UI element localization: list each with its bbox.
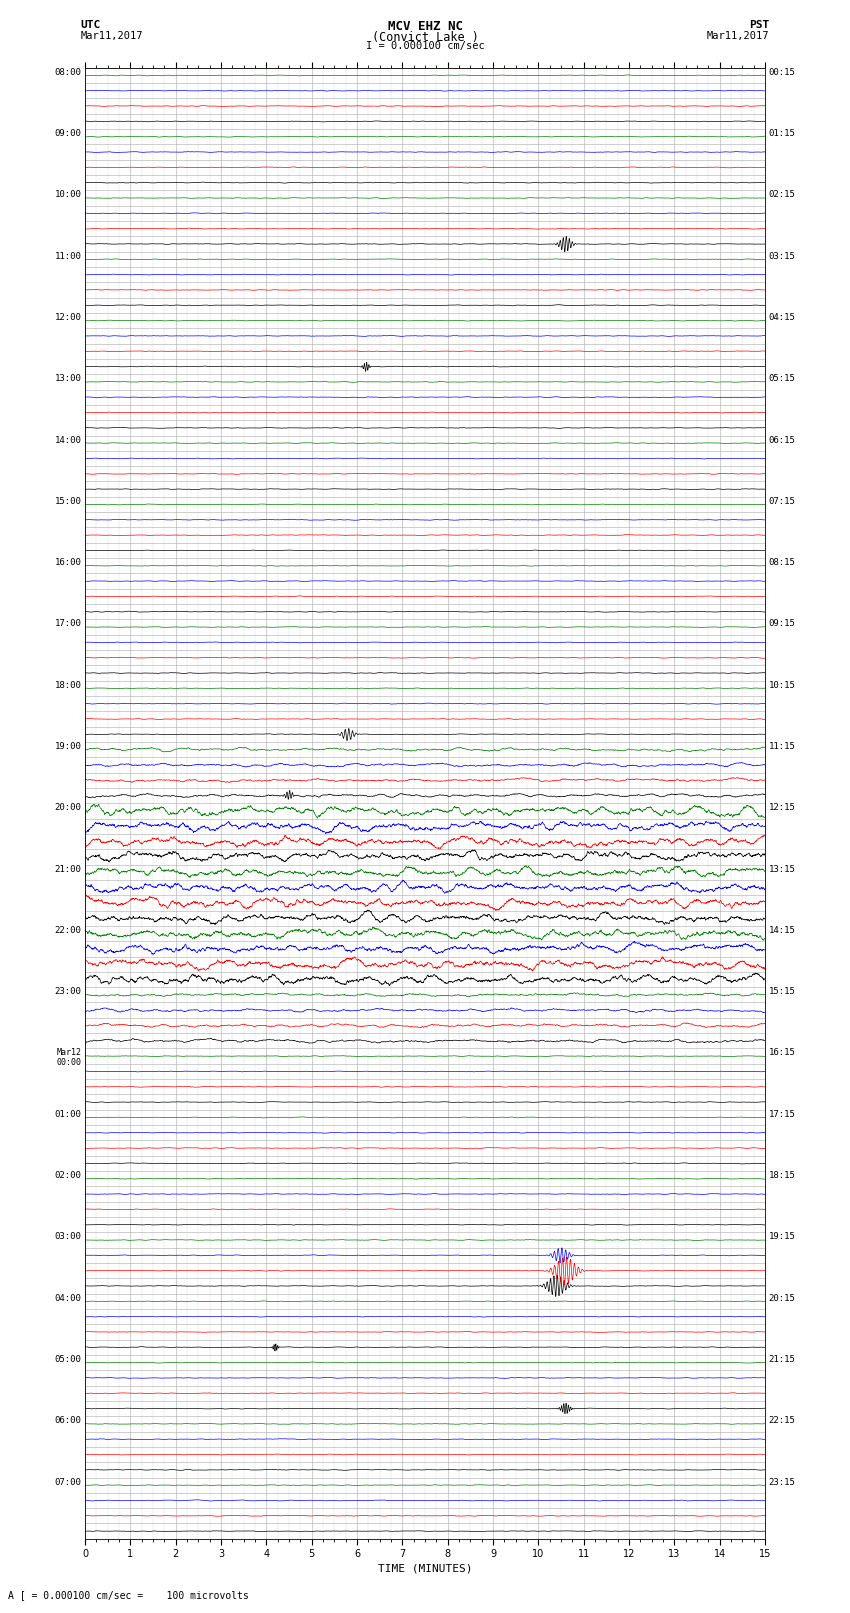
Text: 03:00: 03:00	[54, 1232, 82, 1242]
Text: 06:00: 06:00	[54, 1416, 82, 1426]
Text: UTC: UTC	[81, 19, 101, 31]
Text: Mar11,2017: Mar11,2017	[81, 31, 144, 40]
X-axis label: TIME (MINUTES): TIME (MINUTES)	[377, 1563, 473, 1573]
Text: 18:00: 18:00	[54, 681, 82, 690]
Text: 18:15: 18:15	[768, 1171, 796, 1181]
Text: 02:00: 02:00	[54, 1171, 82, 1181]
Text: 09:15: 09:15	[768, 619, 796, 629]
Text: 14:15: 14:15	[768, 926, 796, 936]
Text: 05:15: 05:15	[768, 374, 796, 384]
Text: 11:00: 11:00	[54, 252, 82, 261]
Text: 02:15: 02:15	[768, 190, 796, 200]
Text: 13:15: 13:15	[768, 865, 796, 874]
Text: 10:00: 10:00	[54, 190, 82, 200]
Text: 07:15: 07:15	[768, 497, 796, 506]
Text: 00:15: 00:15	[768, 68, 796, 77]
Text: 04:00: 04:00	[54, 1294, 82, 1303]
Text: 01:00: 01:00	[54, 1110, 82, 1119]
Text: 04:15: 04:15	[768, 313, 796, 323]
Text: 22:00: 22:00	[54, 926, 82, 936]
Text: 20:00: 20:00	[54, 803, 82, 813]
Text: 22:15: 22:15	[768, 1416, 796, 1426]
Text: 20:15: 20:15	[768, 1294, 796, 1303]
Text: 11:15: 11:15	[768, 742, 796, 752]
Text: 01:15: 01:15	[768, 129, 796, 139]
Text: 07:00: 07:00	[54, 1478, 82, 1487]
Text: 12:00: 12:00	[54, 313, 82, 323]
Text: 17:15: 17:15	[768, 1110, 796, 1119]
Text: 10:15: 10:15	[768, 681, 796, 690]
Text: 14:00: 14:00	[54, 436, 82, 445]
Text: 15:15: 15:15	[768, 987, 796, 997]
Text: 13:00: 13:00	[54, 374, 82, 384]
Text: 17:00: 17:00	[54, 619, 82, 629]
Text: MCV EHZ NC: MCV EHZ NC	[388, 19, 462, 34]
Text: 09:00: 09:00	[54, 129, 82, 139]
Text: I = 0.000100 cm/sec: I = 0.000100 cm/sec	[366, 40, 484, 52]
Text: 16:15: 16:15	[768, 1048, 796, 1058]
Text: 06:15: 06:15	[768, 436, 796, 445]
Text: 21:00: 21:00	[54, 865, 82, 874]
Text: Mar11,2017: Mar11,2017	[706, 31, 769, 40]
Text: 23:00: 23:00	[54, 987, 82, 997]
Text: 12:15: 12:15	[768, 803, 796, 813]
Text: PST: PST	[749, 19, 769, 31]
Text: A [ = 0.000100 cm/sec =    100 microvolts: A [ = 0.000100 cm/sec = 100 microvolts	[8, 1590, 249, 1600]
Text: 03:15: 03:15	[768, 252, 796, 261]
Text: 08:15: 08:15	[768, 558, 796, 568]
Text: Mar12
00:00: Mar12 00:00	[57, 1048, 82, 1068]
Text: 23:15: 23:15	[768, 1478, 796, 1487]
Text: (Convict Lake ): (Convict Lake )	[371, 31, 479, 44]
Text: 19:15: 19:15	[768, 1232, 796, 1242]
Text: 05:00: 05:00	[54, 1355, 82, 1365]
Text: 08:00: 08:00	[54, 68, 82, 77]
Text: 21:15: 21:15	[768, 1355, 796, 1365]
Text: 19:00: 19:00	[54, 742, 82, 752]
Text: 15:00: 15:00	[54, 497, 82, 506]
Text: 16:00: 16:00	[54, 558, 82, 568]
